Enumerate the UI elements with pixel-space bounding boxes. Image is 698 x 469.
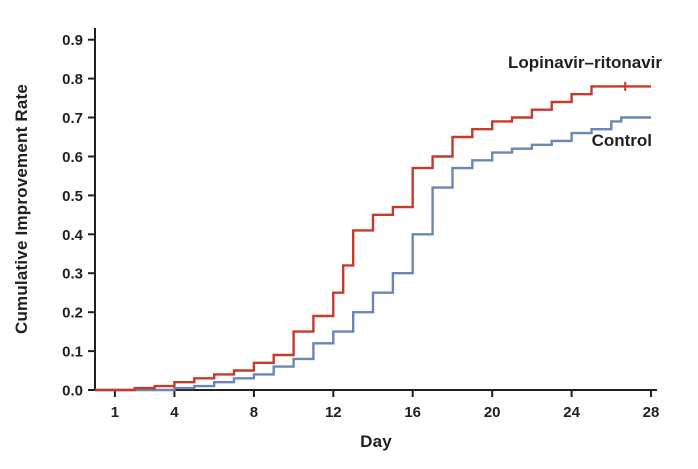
series-label-lopinavir-ritonavir: Lopinavir–ritonavir <box>508 53 662 72</box>
y-tick-label: 0.9 <box>62 32 83 49</box>
y-tick-label: 0.6 <box>62 149 83 166</box>
x-tick-label: 4 <box>170 404 179 421</box>
y-tick-label: 0.4 <box>62 227 84 244</box>
series-control-line <box>95 116 651 392</box>
y-tick-label: 0.2 <box>62 305 83 322</box>
x-tick-label: 8 <box>250 404 258 421</box>
x-tick-label: 16 <box>404 404 421 421</box>
x-tick-label: 24 <box>563 404 580 421</box>
x-tick-label: 1 <box>111 404 119 421</box>
y-tick-label: 0.0 <box>62 383 83 400</box>
x-axis-title: Day <box>360 432 392 451</box>
y-tick-label: 0.5 <box>62 188 83 205</box>
series-label-control: Control <box>591 131 652 150</box>
y-tick-label: 0.7 <box>62 110 83 127</box>
y-tick-label: 0.8 <box>62 71 83 88</box>
x-tick-label: 20 <box>484 404 501 421</box>
y-tick-label: 0.1 <box>62 344 83 361</box>
censor-mark <box>620 81 630 91</box>
y-axis-title: Cumulative Improvement Rate <box>12 83 31 335</box>
x-tick-label: 12 <box>325 404 342 421</box>
y-tick-label: 0.3 <box>62 266 83 283</box>
x-tick-label: 28 <box>643 404 660 421</box>
series-lopinavir-ritonavir-line <box>95 85 651 392</box>
